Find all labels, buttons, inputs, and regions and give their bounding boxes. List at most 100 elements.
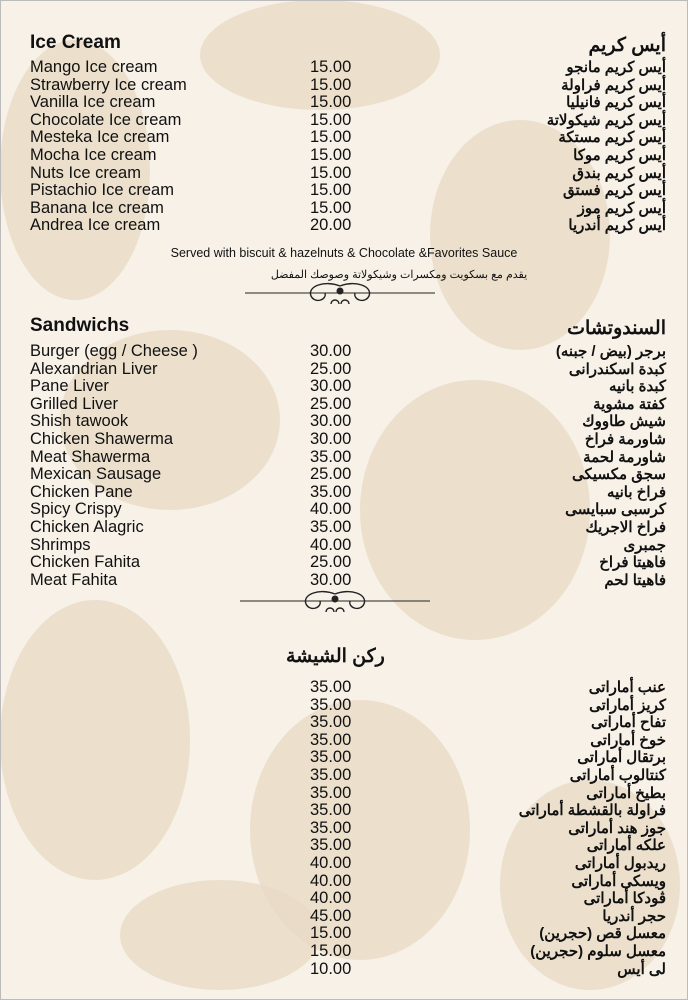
item-name-en: Alexandrian Liver: [30, 359, 158, 378]
item-name-ar: كريز أماراتى: [589, 696, 666, 714]
menu-item: Chocolate Ice cream 15.00 أيس كريم شيكولات…: [0, 110, 688, 130]
item-price: 25.00: [310, 394, 352, 413]
item-name-ar: فاهيتا فراخ: [599, 554, 666, 572]
item-name-en: Chicken Alagric: [30, 517, 144, 536]
ice-cream-title-ar: أيس كريم: [588, 35, 666, 56]
item-name-ar: ريدبول أماراتى: [574, 854, 666, 872]
menu-item: Mango Ice cream 15.00 أيس كريم مانجو: [0, 58, 688, 77]
menu-item: Mesteka Ice cream 15.00 أيس كريم مستكة: [0, 129, 688, 147]
item-price: 35.00: [310, 783, 352, 802]
menu-item: Nuts Ice cream 15.00 أيس كريم بندق: [0, 163, 688, 183]
item-price: 35.00: [310, 748, 352, 767]
ornament-divider: [240, 590, 430, 613]
item-name-en: Shish tawook: [30, 412, 129, 431]
item-name-en: Banana Ice cream: [30, 198, 164, 217]
item-price: 15.00: [310, 941, 352, 960]
item-name-ar: بطيخ أماراتى: [586, 784, 666, 802]
item-name-en: Chocolate Ice cream: [30, 110, 182, 129]
item-price: 25.00: [310, 359, 352, 378]
menu-item: Chicken Shawerma 30.00 شاورمة فراخ: [0, 429, 688, 449]
menu-item: Chicken Pane 35.00 فراخ بانيه: [0, 482, 688, 502]
item-name-en: Pane Liver: [30, 377, 109, 396]
ice-cream-list: Mango Ice cream 15.00 أيس كريم مانجو Strawb…: [0, 58, 688, 235]
item-name-ar: كفتة مشوية: [593, 395, 666, 413]
item-price: 15.00: [310, 128, 352, 147]
item-name-ar: فراولة بالقشطة أماراتى: [518, 802, 666, 820]
item-price: 15.00: [310, 198, 352, 217]
item-name-en: Meat Shawerma: [30, 447, 151, 466]
item-price: 25.00: [310, 553, 352, 572]
menu-item: Spicy Crispy 40.00 كرسبى سبايسى: [0, 501, 688, 519]
menu-item: 35.00 علكه أماراتى: [0, 837, 688, 855]
menu-item: Meat Shawerma 35.00 شاورمة لحمة: [0, 447, 688, 467]
menu-item: 40.00 ريدبول أماراتى: [0, 853, 688, 873]
item-price: 30.00: [310, 342, 352, 360]
menu-item: Chicken Alagric 35.00 فراخ الاجريك: [0, 517, 688, 537]
item-price: 25.00: [310, 465, 352, 484]
item-price: 40.00: [310, 853, 352, 872]
item-name-ar: تفاح أماراتى: [590, 714, 666, 732]
menu-item: 35.00 بطيخ أماراتى: [0, 783, 688, 803]
item-name-ar: فراخ الاجريك: [585, 518, 666, 536]
item-price: 40.00: [310, 535, 352, 554]
item-name-ar: برتقال أماراتى: [577, 749, 666, 767]
item-name-en: Grilled Liver: [30, 394, 119, 413]
item-name-ar: جمبرى: [623, 536, 667, 554]
item-name-en: Vanilla Ice cream: [30, 93, 156, 112]
menu-item: Burger (egg / Cheese ) 30.00 برجر (بيض / ج…: [0, 342, 688, 361]
item-name-en: Mocha Ice cream: [30, 145, 157, 164]
menu-item: 40.00 ويسكى أماراتى: [0, 871, 688, 891]
item-price: 20.00: [310, 216, 352, 235]
item-name-en: Pistachio Ice cream: [30, 181, 174, 200]
item-price: 35.00: [310, 695, 352, 714]
menu-item: Pistachio Ice cream 15.00 أيس كريم فستق: [0, 182, 688, 200]
menu-item: 15.00 معسل قص (حجرين): [0, 925, 688, 943]
item-price: 30.00: [310, 570, 352, 589]
item-name-ar: فاهيتا لحم: [604, 571, 666, 589]
item-name-ar: علكه أماراتى: [586, 837, 666, 855]
item-name-en: Nuts Ice cream: [30, 163, 141, 182]
item-name-ar: لى أيس: [617, 960, 666, 978]
menu-item: 35.00 جوز هند أماراتى: [0, 819, 688, 838]
item-price: 40.00: [310, 889, 352, 908]
menu-item: 35.00 فراولة بالقشطة أماراتى: [0, 802, 688, 820]
item-name-en: Mango Ice cream: [30, 58, 158, 76]
item-name-ar: أيس كريم مانجو: [566, 59, 666, 76]
item-name-ar: كنتالوب أماراتى: [569, 766, 666, 784]
menu-item: 40.00 ڤودكا أماراتى: [0, 890, 688, 908]
item-name-en: Shrimps: [30, 535, 91, 554]
menu-item: 35.00 تفاح أماراتى: [0, 714, 688, 732]
menu-item: 10.00 لى أيس: [0, 959, 688, 979]
item-price: 10.00: [310, 959, 352, 978]
item-price: 15.00: [310, 75, 352, 94]
item-name-ar: ويسكى أماراتى: [571, 872, 666, 890]
item-name-ar: أيس كريم شيكولاتة: [546, 111, 666, 129]
item-name-en: Meat Fahita: [30, 570, 118, 589]
item-name-en: Chicken Pane: [30, 482, 133, 501]
item-price: 15.00: [310, 93, 352, 112]
item-name-ar: كرسبى سبايسى: [565, 501, 666, 519]
item-price: 30.00: [310, 377, 352, 396]
item-price: 30.00: [310, 429, 352, 448]
menu-item: Shish tawook 30.00 شيش طاووك: [0, 413, 688, 431]
item-price: 15.00: [310, 181, 352, 200]
item-name-ar: خوخ أماراتى: [590, 731, 666, 749]
item-name-ar: معسل قص (حجرين): [539, 925, 666, 943]
item-price: 35.00: [310, 713, 352, 732]
menu-item: Alexandrian Liver 25.00 كبدة اسكندرانى: [0, 359, 688, 379]
item-price: 15.00: [310, 58, 352, 76]
menu-item: 45.00 حجر أندريا: [0, 907, 688, 926]
shisha-list: 35.00 عنب أماراتى 35.00 كريز أماراتى 35.00 تف…: [0, 678, 688, 979]
menu-item: Shrimps 40.00 جمبرى: [0, 535, 688, 555]
menu-item: 35.00 كريز أماراتى: [0, 695, 688, 715]
menu-item: Strawberry Ice cream 15.00 أيس كريم فراولة: [0, 75, 688, 95]
item-price: 40.00: [310, 871, 352, 890]
item-name-ar: عنب أماراتى: [588, 679, 666, 696]
item-name-ar: جوز هند أماراتى: [568, 819, 666, 837]
item-name-ar: أيس كريم مستكة: [558, 129, 666, 147]
menu-item: 35.00 خوخ أماراتى: [0, 731, 688, 750]
item-price: 40.00: [310, 500, 352, 519]
item-price: 15.00: [310, 110, 352, 129]
menu-item: 15.00 معسل سلوم (حجرين): [0, 941, 688, 961]
